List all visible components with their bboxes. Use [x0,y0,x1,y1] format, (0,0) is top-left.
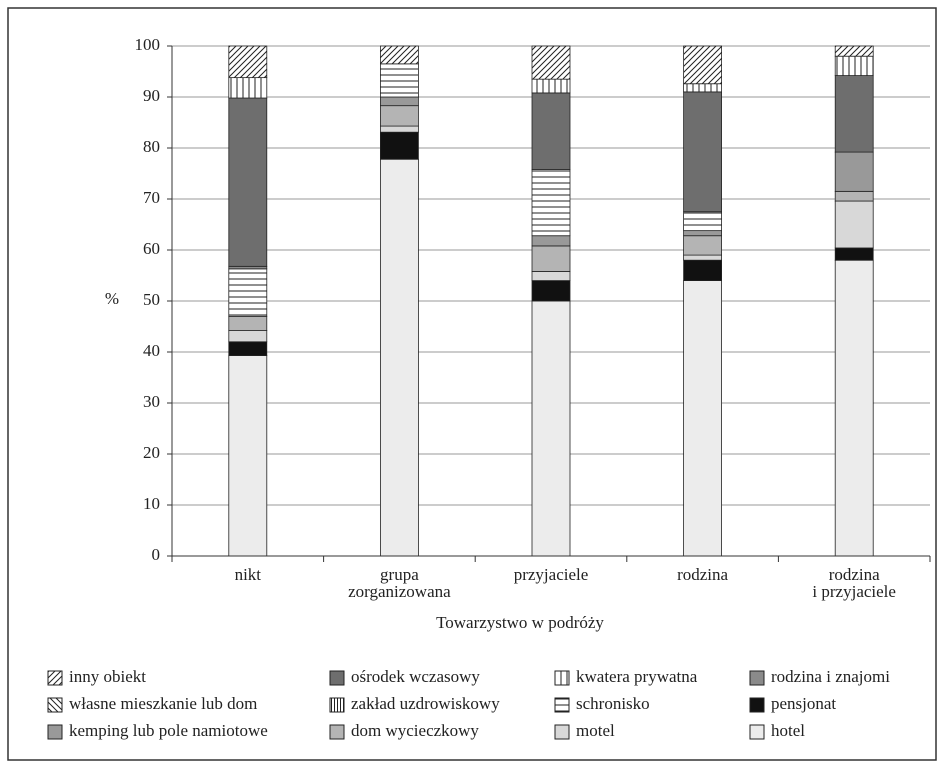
bar-segment [228,330,268,343]
legend-label: motel [576,721,615,740]
bar-segment [834,55,874,76]
bar-segment [683,45,722,85]
bar-segment [531,245,571,272]
bar-segment [834,190,874,202]
bar-segment [531,92,571,170]
bar-segment [379,96,419,107]
legend-swatch [554,670,570,686]
x-tick-label: przyjaciele [513,565,589,584]
bar-segment [683,83,722,93]
legend-swatch [749,724,765,740]
legend-label: ośrodek wczasowy [351,667,480,686]
bar-segment [683,230,722,237]
legend-swatch [749,670,765,686]
bar-segment [379,105,419,127]
bar-segment [834,75,874,153]
legend-label: własne mieszkanie lub dom [69,694,257,713]
legend-swatch [47,697,63,713]
y-tick-label: 60 [143,239,160,258]
x-tick-label: grupa zorganizowana [348,565,451,601]
bar-segment [531,78,571,94]
bar-segment [531,45,571,80]
legend-label: schronisko [576,694,650,713]
bar-segment [228,355,268,557]
y-tick-label: 80 [143,137,160,156]
bar-segment [379,131,419,160]
legend-label: rodzina i znajomi [771,667,890,686]
y-tick-label: 0 [152,545,161,564]
bar-segment [683,280,722,557]
legend-label: zakład uzdrowiskowy [351,694,500,713]
legend-swatch [749,697,765,713]
legend-label: kemping lub pole namiotowe [69,721,268,740]
legend-swatch [47,724,63,740]
legend-swatch [47,670,63,686]
bar-segment [683,235,722,256]
legend-swatch [329,697,345,713]
bar-segment [379,45,419,65]
bar-segment [228,268,268,317]
bar-segment [834,259,874,557]
bar-segment [531,169,571,237]
y-tick-label: 100 [135,35,161,54]
bar-segment [834,45,874,57]
legend-swatch [554,697,570,713]
legend-swatch [554,724,570,740]
bar-segment [531,280,571,302]
y-tick-label: 90 [143,86,160,105]
bar-segment [228,97,268,267]
bar-segment [228,341,268,356]
bar-segment [379,158,419,557]
y-tick-label: 50 [143,290,160,309]
bar-segment [228,315,268,331]
bar-segment [531,271,571,282]
bar-segment [228,45,268,79]
y-tick-label: 40 [143,341,160,360]
x-tick-label: nikt [234,565,262,584]
bar-segment [834,200,874,249]
bar-segment [531,300,571,557]
bar-segment [379,125,419,133]
bar-segment [834,247,874,261]
x-axis-label: Towarzystwo w podróży [436,613,604,632]
y-tick-label: 30 [143,392,160,411]
bar-segment [834,151,874,192]
bar-segment [683,211,722,232]
y-tick-label: 10 [143,494,160,513]
y-tick-label: 20 [143,443,160,462]
legend-swatch [329,670,345,686]
legend-label: kwatera prywatna [576,667,698,686]
x-tick-label: rodzina i przyjaciele [812,565,896,601]
bar-segment [683,91,722,213]
legend-label: hotel [771,721,805,740]
bar-segment [379,63,419,98]
bar-segment [531,235,571,247]
frame [7,7,937,761]
legend-swatch [329,724,345,740]
y-axis-label: % [105,289,119,308]
bar-segment [683,259,722,282]
bar-segment [683,254,722,261]
y-tick-label: 70 [143,188,160,207]
legend-label: inny obiekt [69,667,146,686]
bar-segment [228,77,268,99]
legend-label: pensjonat [771,694,836,713]
legend-label: dom wycieczkowy [351,721,479,740]
x-tick-label: rodzina [677,565,729,584]
